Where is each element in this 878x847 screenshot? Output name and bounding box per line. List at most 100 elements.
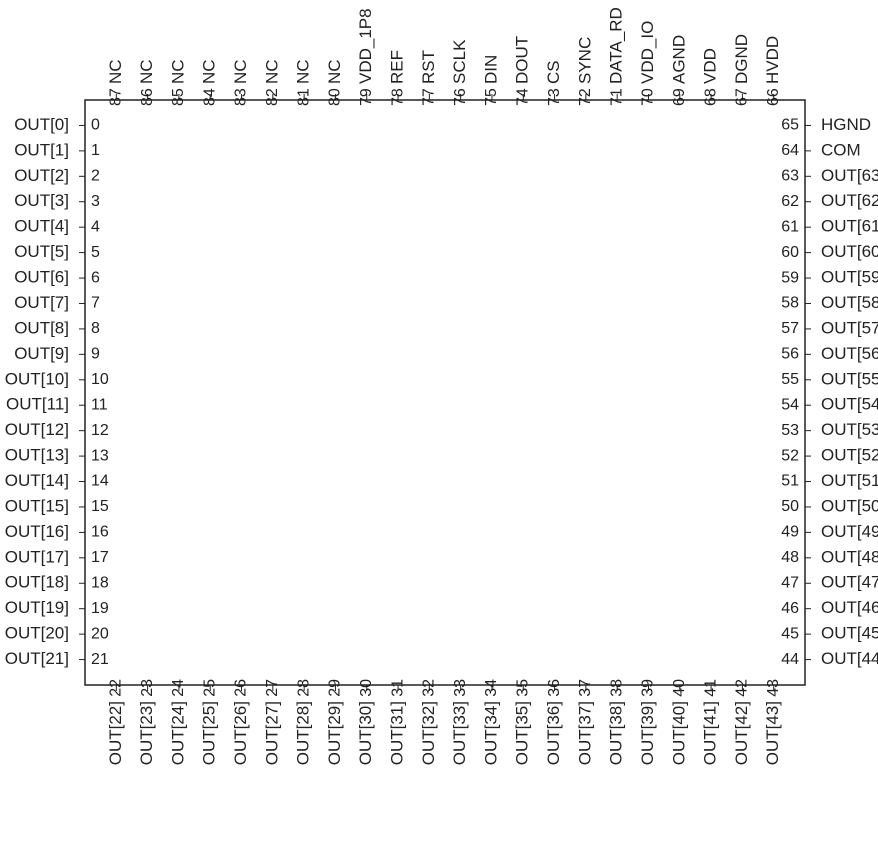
pin-label: OUT[1] [14,140,69,159]
pin-label: COM [821,140,861,159]
pin-label: OUT[57] [821,318,878,337]
pin-label: OUT[50] [821,496,878,515]
pin-number: 14 [91,473,109,490]
pin-number: 37 [577,679,594,697]
pin-number: 35 [514,679,531,697]
pin-label: OUT[39] [638,701,657,765]
pin-label: OUT[0] [14,115,69,134]
pin-number: 40 [671,679,688,697]
pin-label: OUT[46] [821,598,878,617]
pin-number: 62 [781,193,799,210]
pin-label: NC [168,59,187,84]
pin-number: 46 [781,600,799,617]
pin-label: OUT[21] [5,649,69,668]
pin-label: VDD_IO [638,21,657,84]
pin-label: OUT[20] [5,624,69,643]
pin-number: 18 [91,574,109,591]
pin-number: 69 [671,88,688,106]
pin-number: 29 [327,679,344,697]
pin-label: OUT[29] [325,701,344,765]
pin-label: OUT[61] [821,217,878,236]
pin-label: OUT[32] [419,701,438,765]
pin-number: 44 [781,651,799,668]
pin-label: SYNC [575,37,594,84]
pin-number: 60 [781,244,799,261]
pin-number: 71 [608,88,625,106]
pin-label: OUT[26] [231,701,250,765]
pin-number: 23 [139,679,156,697]
pin-label: OUT[18] [5,573,69,592]
pin-number: 6 [91,269,100,286]
pin-number: 20 [91,625,109,642]
pin-number: 83 [233,88,250,106]
pin-number: 68 [702,88,719,106]
pin-label: OUT[52] [821,446,878,465]
pin-label: OUT[9] [14,344,69,363]
pin-number: 81 [295,88,312,106]
pin-label: NC [200,59,219,84]
pin-label: DATA_RD [607,7,626,84]
pin-number: 53 [781,422,799,439]
pin-label: OUT[56] [821,344,878,363]
pin-number: 26 [233,679,250,697]
pin-label: OUT[51] [821,471,878,490]
pin-label: AGND [669,35,688,84]
pin-number: 5 [91,244,100,261]
pin-label: OUT[53] [821,420,878,439]
pin-number: 47 [781,574,799,591]
pin-number: 49 [781,524,799,541]
pin-number: 16 [91,524,109,541]
pin-number: 27 [264,679,281,697]
pin-number: 87 [108,88,125,106]
pin-number: 56 [781,346,799,363]
pin-label: OUT[12] [5,420,69,439]
pin-number: 45 [781,625,799,642]
pin-number: 32 [421,679,438,697]
pin-label: VDD_1P8 [356,8,375,84]
pin-number: 59 [781,269,799,286]
pin-label: OUT[24] [168,701,187,765]
pin-number: 38 [608,679,625,697]
pin-number: 8 [91,320,100,337]
pin-number: 84 [201,88,218,106]
pin-number: 19 [91,600,109,617]
pin-label: OUT[11] [6,395,69,414]
pin-label: OUT[17] [5,547,69,566]
pin-number: 1 [91,142,100,159]
pin-number: 51 [781,473,799,490]
pin-label: OUT[33] [450,701,469,765]
pin-label: OUT[59] [821,268,878,287]
pin-label: NC [231,59,250,84]
pin-label: OUT[63] [821,166,878,185]
pin-number: 25 [201,679,218,697]
pin-number: 82 [264,88,281,106]
pin-number: 54 [781,396,799,413]
pin-number: 61 [781,218,799,235]
pin-label: NC [137,59,156,84]
pin-number: 31 [389,679,406,697]
pin-label: OUT[23] [137,701,156,765]
pin-number: 43 [765,679,782,697]
pin-label: OUT[4] [14,217,69,236]
pin-number: 52 [781,447,799,464]
pin-label: HVDD [763,36,782,84]
pin-number: 50 [781,498,799,515]
pin-number: 86 [139,88,156,106]
pin-number: 76 [452,88,469,106]
pin-label: OUT[38] [607,701,626,765]
pin-label: OUT[58] [821,293,878,312]
pin-label: HGND [821,115,871,134]
pin-label: OUT[2] [14,166,69,185]
pin-number: 42 [734,679,751,697]
pin-label: OUT[41] [701,701,720,765]
pin-label: OUT[49] [821,522,878,541]
pin-label: VDD [701,48,720,84]
pin-number: 65 [781,117,799,134]
pin-label: NC [106,59,125,84]
pin-label: DOUT [513,36,532,84]
pin-label: OUT[28] [294,701,313,765]
pin-label: OUT[7] [14,293,69,312]
pin-label: OUT[27] [262,701,281,765]
pin-number: 2 [91,168,100,185]
pin-label: OUT[62] [821,191,878,210]
